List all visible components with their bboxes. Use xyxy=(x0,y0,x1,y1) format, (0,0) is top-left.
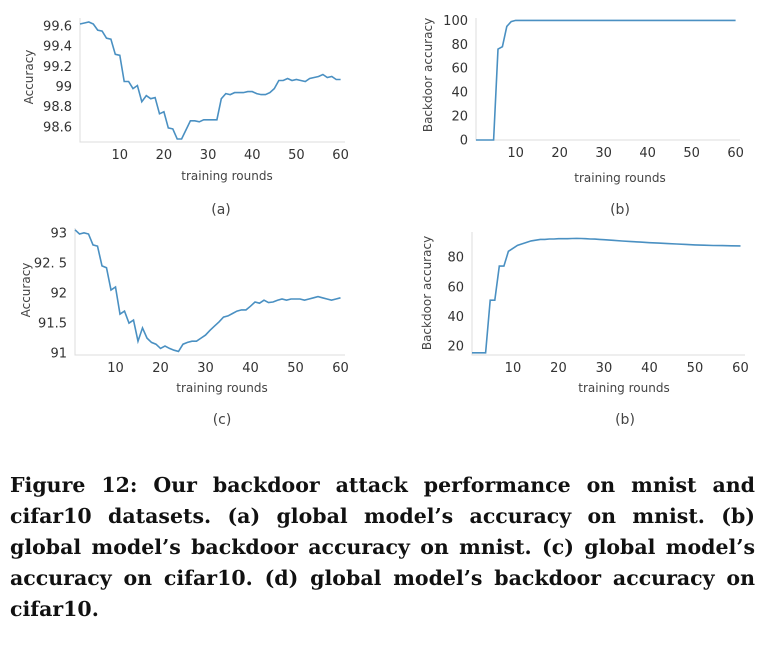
chart-a-ytick-label: 99.2 xyxy=(43,60,72,75)
chart-a-xtick-label: 50 xyxy=(288,148,305,163)
chart-b-xtick-label: 30 xyxy=(595,146,612,161)
chart-c-axes xyxy=(74,228,345,356)
subcaption-c: (c) xyxy=(212,412,232,428)
chart-b-ylabel: Backdoor accuracy xyxy=(421,18,435,132)
chart-a-xticks: 10 20 30 40 50 60 xyxy=(111,148,348,163)
chart-d-xticks: 10 20 30 40 50 60 xyxy=(505,361,749,376)
chart-d-axes xyxy=(471,232,745,356)
chart-d-xtick-label: 20 xyxy=(550,361,567,376)
chart-d-xtick-label: 30 xyxy=(596,361,613,376)
chart-b-xtick-label: 10 xyxy=(507,146,524,161)
chart-c-xticks: 10 20 30 40 50 60 xyxy=(107,361,349,376)
chart-b-ytick-label: 40 xyxy=(451,86,468,101)
chart-b-ytick-label: 20 xyxy=(451,110,468,125)
chart-a-ytick-label: 98.6 xyxy=(43,120,72,135)
chart-a-xtick-label: 40 xyxy=(244,148,261,163)
chart-a-xlabel: training rounds xyxy=(181,169,272,183)
chart-c-xtick-label: 10 xyxy=(107,361,124,376)
chart-c-ytick-label: 92. 5 xyxy=(34,256,67,271)
chart-d-xtick-label: 10 xyxy=(505,361,522,376)
chart-b-xtick-label: 50 xyxy=(683,146,700,161)
chart-d-xlabel: training rounds xyxy=(578,381,669,395)
chart-c-xtick-label: 20 xyxy=(152,361,169,376)
chart-b-line xyxy=(476,19,736,141)
chart-a-xtick-label: 30 xyxy=(200,148,217,163)
chart-b: 0 20 40 60 80 100 10 20 30 40 50 60 Backdoor accur… xyxy=(421,14,744,185)
chart-a-ytick-label: 99.4 xyxy=(43,40,72,55)
chart-b-yticks: 0 20 40 60 80 100 xyxy=(443,14,468,149)
chart-c-ytick-label: 92 xyxy=(50,287,67,302)
chart-c: 91 91.5 92 92. 5 93 10 20 30 40 50 60 Accuracy tr… xyxy=(19,226,349,395)
chart-b-xlabel: training rounds xyxy=(574,171,665,185)
chart-c-ytick-label: 91 xyxy=(50,347,67,362)
chart-b-xtick-label: 40 xyxy=(639,146,656,161)
chart-b-ytick-label: 0 xyxy=(460,134,468,149)
chart-c-xlabel: training rounds xyxy=(176,381,267,395)
chart-a-xtick-label: 20 xyxy=(156,148,173,163)
chart-c-xtick-label: 40 xyxy=(242,361,259,376)
chart-a-ytick-label: 99 xyxy=(55,80,72,95)
chart-d-ytick-label: 80 xyxy=(447,251,464,266)
chart-b-ytick-label: 60 xyxy=(451,62,468,77)
subcaption-b: (b) xyxy=(610,202,630,218)
chart-d-ytick-label: 20 xyxy=(447,340,464,355)
chart-a-xtick-label: 60 xyxy=(332,148,349,163)
chart-b-xtick-label: 60 xyxy=(727,146,744,161)
chart-d-xtick-label: 60 xyxy=(732,361,749,376)
chart-d-ytick-label: 60 xyxy=(447,280,464,295)
chart-c-xtick-label: 50 xyxy=(287,361,304,376)
chart-b-ytick-label: 100 xyxy=(443,14,468,29)
chart-d-xtick-label: 40 xyxy=(641,361,658,376)
chart-c-ytick-label: 91.5 xyxy=(38,317,67,332)
chart-c-line xyxy=(74,229,341,353)
chart-a-xtick-label: 10 xyxy=(111,148,128,163)
chart-d-ytick-label: 40 xyxy=(447,310,464,325)
chart-a-line xyxy=(79,21,341,140)
chart-b-ytick-label: 80 xyxy=(451,38,468,53)
subcaption-a: (a) xyxy=(211,202,231,218)
chart-a-yticks: 98.6 98.8 99 99.2 99.4 99.6 xyxy=(43,20,72,136)
chart-d-line xyxy=(472,237,741,354)
chart-b-xtick-label: 20 xyxy=(551,146,568,161)
chart-a-axes xyxy=(79,18,345,143)
chart-c-ylabel: Accuracy xyxy=(19,263,33,318)
chart-d-xtick-label: 50 xyxy=(687,361,704,376)
chart-c-yticks: 91 91.5 92 92. 5 93 xyxy=(34,226,67,361)
chart-c-xtick-label: 30 xyxy=(197,361,214,376)
chart-a-ytick-label: 99.6 xyxy=(43,20,72,35)
chart-c-ytick-label: 93 xyxy=(50,226,67,241)
chart-d-yticks: 20 40 60 80 xyxy=(447,251,464,355)
chart-d-ylabel: Backdoor accuracy xyxy=(420,236,434,350)
chart-a-ytick-label: 98.8 xyxy=(43,100,72,115)
figure-caption: Figure 12: Our backdoor attack performan… xyxy=(10,473,755,621)
subcaption-d: (b) xyxy=(615,412,635,428)
chart-b-xticks: 10 20 30 40 50 60 xyxy=(507,146,744,161)
chart-a-ylabel: Accuracy xyxy=(22,50,36,105)
chart-a: 98.6 98.8 99 99.2 99.4 99.6 10 20 30 40 50 60 Accu… xyxy=(22,18,349,183)
chart-c-xtick-label: 60 xyxy=(332,361,349,376)
